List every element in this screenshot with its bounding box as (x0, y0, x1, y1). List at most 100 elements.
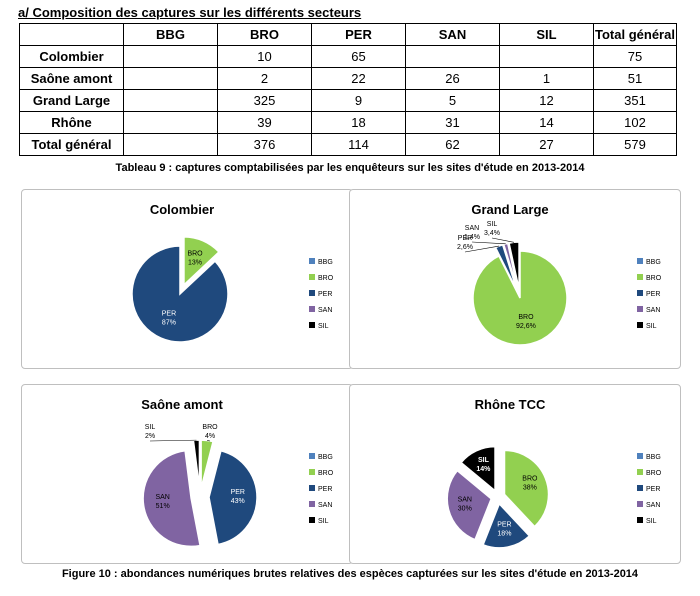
pie-chart-colombier: Colombier BRO 13% PER 87% BBG BRO PER SAN SIL (131, 202, 334, 343)
leader-line (491, 237, 515, 243)
slice-label: SAN 30% (458, 497, 472, 513)
table-cell: 75 (593, 45, 677, 68)
table-cell (123, 133, 218, 156)
pie-slice-san (142, 449, 201, 548)
table-cell: 376 (217, 133, 312, 156)
row-label: Saône amont (19, 67, 124, 90)
legend-label: SIL (646, 518, 657, 525)
legend-label: BBG (318, 259, 333, 266)
legend-swatch-san (309, 501, 315, 507)
legend-label: SIL (318, 518, 329, 525)
legend-label: PER (646, 486, 660, 493)
slice-label: SIL 2% (145, 424, 156, 440)
table-header-row: BBG BRO PER SAN SIL Total général (19, 23, 677, 46)
table-cell: 22 (311, 67, 406, 90)
pie-slice-sil (192, 439, 201, 489)
pie-slice-per (208, 449, 258, 546)
chart-title: Grand Large (471, 202, 548, 217)
table-cell: 62 (405, 133, 500, 156)
figure-caption: Figure 10 : abondances numériques brutes… (61, 568, 639, 580)
row-label: Rhône (19, 111, 124, 134)
legend-label: PER (318, 291, 332, 298)
row-label: Total général (19, 133, 124, 156)
legend-swatch-bro (637, 274, 643, 280)
section-heading: a/ Composition des captures sur les diff… (18, 5, 361, 20)
chart-legend: BBG BRO PER SAN SIL (309, 453, 334, 525)
legend-label: BBG (646, 259, 661, 266)
pie-slice-bro (183, 236, 221, 287)
legend-label: SAN (646, 502, 660, 509)
pie-chart-rhone-tcc: Rhône TCC BRO 38% PER 18% SAN 30% SIL 14% BBG BRO P… (446, 397, 662, 549)
table-cell: 5 (405, 89, 500, 112)
leader-line (149, 439, 197, 442)
legend-label: BRO (318, 470, 334, 477)
legend-swatch-per (637, 290, 643, 296)
table-cell: 31 (405, 111, 500, 134)
legend-label: BRO (318, 275, 334, 282)
pie-slice-san (502, 242, 519, 290)
legend-label: PER (318, 486, 332, 493)
legend-swatch-bbg (637, 258, 643, 264)
slice-label: SIL 3,4% (484, 221, 500, 237)
leader-line (207, 440, 211, 442)
table-cell: 9 (311, 89, 406, 112)
legend-swatch-san (637, 501, 643, 507)
section-heading-text: a/ Composition des captures sur les diff… (18, 5, 362, 20)
chart-title: Colombier (150, 202, 214, 217)
table-row: Rhône 39 18 31 14 102 (19, 111, 677, 134)
legend-swatch-sil (637, 517, 643, 523)
table-cell: 114 (311, 133, 406, 156)
chart-panel-saone-amont: Saône amont BRO 4% PER 43% SAN 51% SIL 2% BBG BRO P… (21, 384, 353, 564)
table-caption: Tableau 9 : captures comptabilisées par … (115, 162, 585, 174)
row-label: Grand Large (19, 89, 124, 112)
slice-label: BRO 4% (202, 424, 218, 440)
table-cell: 579 (593, 133, 677, 156)
table-row: Saône amont 2 22 26 1 51 (19, 67, 677, 90)
header-cell (19, 23, 124, 46)
legend-label: BRO (646, 470, 662, 477)
table-cell (123, 45, 218, 68)
table-cell: 10 (217, 45, 312, 68)
header-cell: SAN (405, 23, 500, 46)
legend-label: PER (646, 291, 660, 298)
table-cell: 18 (311, 111, 406, 134)
pie-slice-bro (472, 250, 568, 346)
legend-label: SIL (318, 323, 329, 330)
leader-line (464, 245, 500, 253)
legend-swatch-per (309, 290, 315, 296)
legend-swatch-bro (637, 469, 643, 475)
legend-label: BRO (646, 275, 662, 282)
table-cell: 2 (217, 67, 312, 90)
legend-swatch-per (309, 485, 315, 491)
table-cell (123, 67, 218, 90)
pie-chart-saone-amont: Saône amont BRO 4% PER 43% SAN 51% SIL 2% BBG BRO P… (141, 397, 334, 548)
legend-swatch-bbg (637, 453, 643, 459)
table-cell: 325 (217, 89, 312, 112)
chart-title: Saône amont (141, 397, 223, 412)
pie-slice-per (131, 245, 229, 343)
slice-label: PER 2,6% (457, 235, 473, 251)
slice-label: PER 18% (497, 522, 511, 538)
header-cell: SIL (499, 23, 594, 46)
table-cell: 14 (499, 111, 594, 134)
legend-swatch-san (637, 306, 643, 312)
slice-label: PER 43% (231, 489, 245, 505)
table-cell: 39 (217, 111, 312, 134)
table-cell: 51 (593, 67, 677, 90)
table-cell (405, 45, 500, 68)
table-cell: 351 (593, 89, 677, 112)
legend-swatch-per (637, 485, 643, 491)
legend-label: SAN (318, 502, 332, 509)
legend-swatch-bbg (309, 258, 315, 264)
legend-swatch-bro (309, 469, 315, 475)
table-cell (499, 45, 594, 68)
legend-swatch-bbg (309, 453, 315, 459)
pie-slice-sil (460, 445, 496, 493)
legend-swatch-sil (637, 322, 643, 328)
slice-label: SIL 14% (476, 457, 491, 473)
table-cell: 26 (405, 67, 500, 90)
table-cell (123, 89, 218, 112)
pie-slice-per (482, 502, 531, 549)
table-cell: 102 (593, 111, 677, 134)
slice-label: PER 87% (162, 311, 176, 327)
